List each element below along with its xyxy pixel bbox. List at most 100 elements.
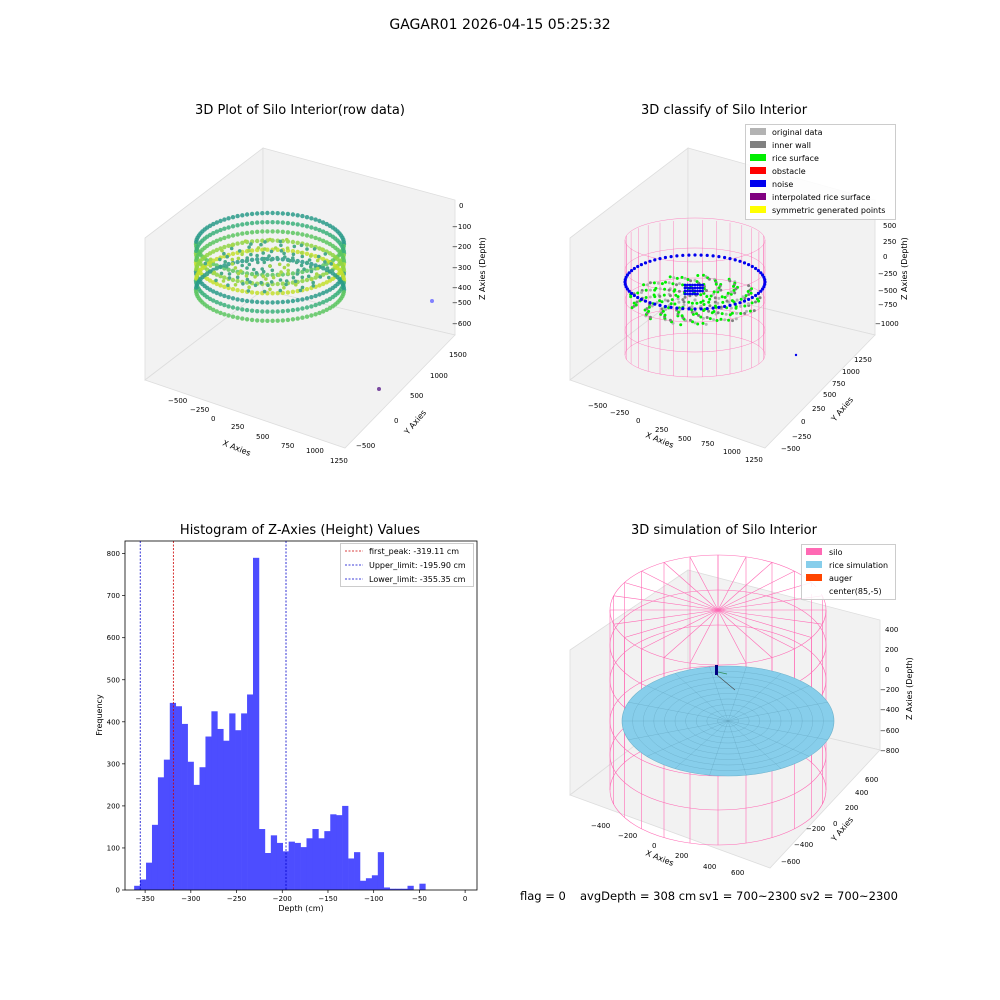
histogram-xtick-label: −100	[364, 895, 383, 903]
classified-point	[663, 298, 667, 302]
raw-data-point	[255, 309, 260, 314]
raw-data-point	[249, 257, 255, 262]
raw-data-point	[341, 267, 346, 272]
classified-point	[682, 303, 686, 307]
raw-data-point	[261, 269, 266, 274]
plot4-legend-swatch	[806, 561, 822, 568]
raw-data-point	[282, 285, 286, 290]
raw-data-point	[265, 210, 270, 216]
classified-point	[668, 294, 672, 298]
avg-depth-text: avgDepth = 308 cm	[580, 889, 697, 903]
noise-point	[630, 291, 634, 295]
raw-data-point	[248, 280, 252, 284]
noise-point	[733, 258, 737, 262]
plot1-ytick: 1500	[449, 351, 467, 359]
sv1-text: sv1 = 700~2300	[699, 889, 797, 903]
histogram-bar	[169, 702, 177, 890]
raw-data-point	[254, 271, 259, 275]
rice-mesh-spoke	[628, 720, 729, 740]
plot4-ytick: 200	[845, 804, 858, 812]
histogram-xlabel: Depth (cm)	[278, 904, 323, 913]
raw-data-point	[270, 309, 275, 314]
noise-point	[686, 292, 689, 296]
histogram-ytick-label: 0	[116, 887, 120, 895]
classified-point	[745, 309, 748, 313]
plot1-ztick: −500	[452, 299, 471, 307]
raw-data-point	[275, 291, 280, 296]
classified-point	[708, 297, 712, 301]
raw-data-point	[260, 318, 265, 323]
raw-data-point	[279, 270, 283, 274]
noise-point	[687, 253, 691, 257]
noise-point	[693, 292, 697, 296]
raw-data-point	[262, 260, 267, 265]
plot4-ztick: 0	[885, 666, 889, 674]
classified-point	[719, 317, 723, 321]
raw-data-point	[235, 297, 240, 302]
raw-data-point	[239, 269, 243, 273]
raw-data-point	[222, 244, 227, 250]
raw-data-point	[219, 271, 224, 276]
raw-data-point	[290, 271, 296, 276]
raw-data-point	[214, 272, 219, 277]
raw-data-point	[267, 254, 271, 258]
histogram-bar	[401, 888, 408, 890]
histogram-bar	[175, 706, 182, 890]
raw-data-point	[211, 221, 216, 227]
raw-data-point	[214, 290, 219, 296]
classified-point	[719, 305, 723, 309]
raw-data-point	[290, 239, 296, 245]
raw-data-point	[214, 281, 219, 287]
raw-data-point	[317, 227, 322, 233]
plot4-ytick: −200	[806, 825, 825, 833]
noise-point	[754, 266, 758, 271]
raw-data-point	[291, 275, 296, 280]
classified-point	[690, 305, 694, 308]
raw-data-point	[280, 309, 285, 314]
histogram-ytick-label: 200	[107, 802, 120, 810]
noise-point	[763, 280, 767, 284]
raw-data-point	[313, 217, 318, 222]
silo-roof-line	[717, 609, 747, 664]
classified-point	[744, 294, 748, 298]
classified-point	[701, 321, 705, 325]
histogram-bar	[134, 885, 141, 890]
classified-point	[640, 291, 643, 294]
histogram-bar	[383, 887, 390, 890]
histogram-bar	[336, 815, 343, 890]
raw-data-point	[312, 247, 317, 251]
raw-data-point	[275, 318, 280, 323]
raw-data-point	[244, 317, 250, 322]
classified-point	[683, 276, 687, 280]
plot1-ztick: −300	[452, 264, 471, 272]
classified-point	[677, 289, 681, 293]
silo-roof-line	[717, 609, 812, 638]
raw-data-point	[249, 248, 255, 253]
plot4-ytick: 0	[833, 820, 837, 828]
raw-data-point	[279, 243, 283, 248]
raw-data-point	[264, 277, 268, 281]
raw-data-point	[214, 309, 219, 314]
raw-data-point	[306, 274, 311, 279]
silo-roof-line	[663, 609, 719, 658]
raw-data-point	[275, 211, 280, 216]
raw-data-point	[284, 279, 289, 283]
classified-point	[743, 296, 747, 300]
plot2-legend-swatch	[750, 141, 766, 148]
classified-point	[733, 291, 737, 295]
raw-data-point	[280, 299, 285, 305]
histogram-xtick-label: −350	[135, 895, 154, 903]
legend-upper-limit-label: Upper_limit: -195.90 cm	[369, 561, 466, 570]
raw-data-point	[295, 272, 300, 276]
noise-point	[681, 307, 685, 311]
classified-point	[724, 312, 728, 316]
classified-point	[676, 297, 680, 301]
raw-data-point	[269, 258, 274, 262]
noise-point	[691, 283, 694, 287]
noise-point	[691, 289, 694, 293]
classified-point	[712, 318, 716, 322]
raw-data-point	[265, 220, 270, 225]
classified-point	[667, 288, 671, 292]
rice-mesh-spoke	[727, 720, 828, 740]
raw-data-point	[315, 258, 320, 263]
